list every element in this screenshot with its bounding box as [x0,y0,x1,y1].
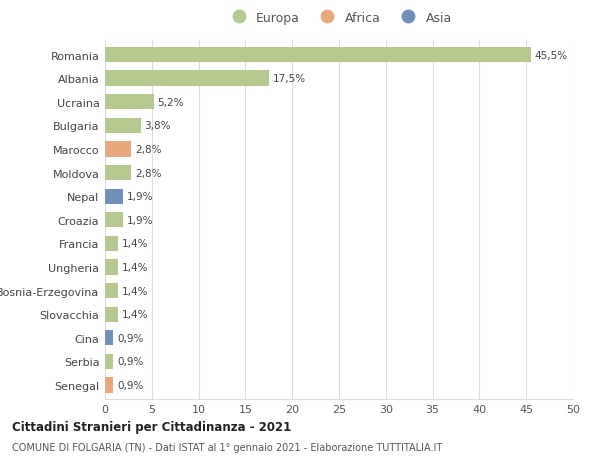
Text: 0,9%: 0,9% [117,333,143,343]
Text: 0,9%: 0,9% [117,357,143,367]
Text: 17,5%: 17,5% [272,74,305,84]
Text: COMUNE DI FOLGARIA (TN) - Dati ISTAT al 1° gennaio 2021 - Elaborazione TUTTITALI: COMUNE DI FOLGARIA (TN) - Dati ISTAT al … [12,442,442,452]
Text: 2,8%: 2,8% [135,145,161,155]
Text: 45,5%: 45,5% [535,50,568,61]
Bar [105,213,123,228]
Text: 1,9%: 1,9% [127,215,153,225]
Text: 2,8%: 2,8% [135,168,161,178]
Bar [105,142,131,157]
Bar [105,71,269,87]
Legend: Europa, Africa, Asia: Europa, Africa, Asia [226,12,452,25]
Text: 3,8%: 3,8% [145,121,171,131]
Text: 1,4%: 1,4% [122,263,148,273]
Bar [105,95,154,110]
Text: 0,9%: 0,9% [117,380,143,390]
Bar [105,307,118,322]
Bar [105,283,118,299]
Text: Cittadini Stranieri per Cittadinanza - 2021: Cittadini Stranieri per Cittadinanza - 2… [12,420,291,433]
Bar [105,118,140,134]
Bar [105,354,113,369]
Text: 1,4%: 1,4% [122,309,148,319]
Bar [105,260,118,275]
Text: 1,9%: 1,9% [127,192,153,202]
Text: 1,4%: 1,4% [122,286,148,296]
Bar [105,166,131,181]
Bar [105,378,113,393]
Bar [105,48,531,63]
Text: 5,2%: 5,2% [157,98,184,107]
Text: 1,4%: 1,4% [122,239,148,249]
Bar [105,330,113,346]
Bar [105,236,118,252]
Bar [105,189,123,204]
